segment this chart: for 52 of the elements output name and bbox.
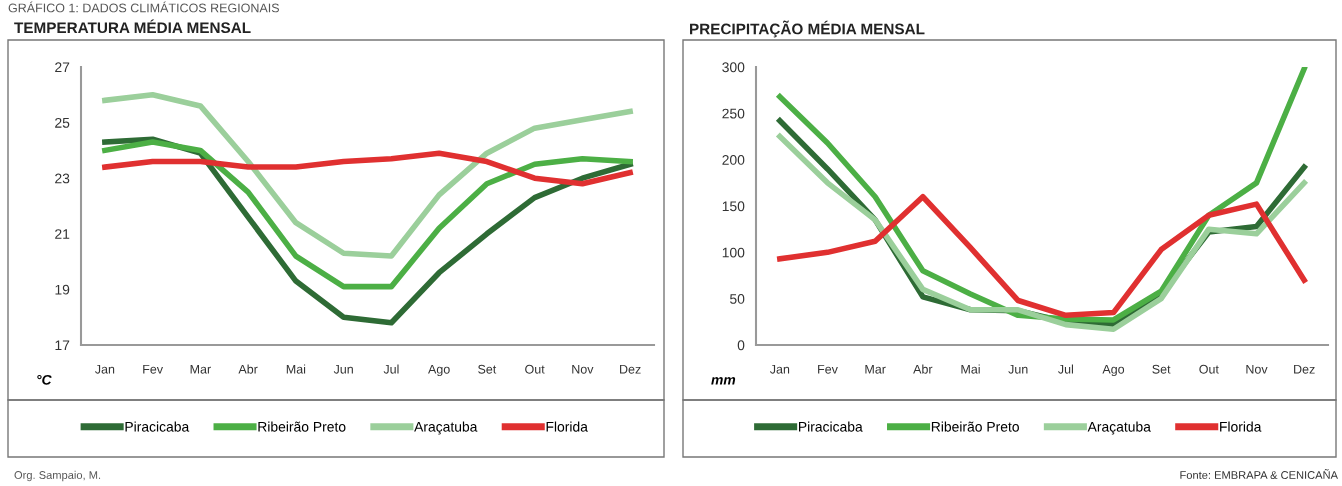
x-tick-label: Mar bbox=[865, 364, 886, 374]
legend-label: Piracicaba bbox=[799, 421, 863, 432]
text: Org. Sampaio, M. bbox=[14, 470, 101, 482]
x-tick-label: Jul bbox=[383, 364, 399, 374]
x-tick-label: Jan bbox=[94, 364, 115, 374]
x-tick-label: Mai bbox=[286, 364, 306, 374]
legend-label: Piracicaba bbox=[125, 421, 190, 432]
x-tick-label: Set bbox=[478, 364, 497, 374]
y-tick-label: 21 bbox=[55, 229, 70, 239]
x-tick-label: Jun bbox=[333, 364, 353, 374]
x-tick-label: Out bbox=[1199, 364, 1219, 374]
chart-title: TEMPERATURA MÉDIA MENSAL bbox=[14, 19, 251, 34]
x-tick-label: Dez bbox=[620, 364, 641, 374]
x-tick-label: Mai bbox=[961, 364, 980, 374]
x-tick-label: Dez bbox=[1294, 364, 1315, 374]
y-tick-label: 100 bbox=[722, 247, 745, 258]
x-tick-label: Abr bbox=[238, 364, 258, 374]
y-tick-label: 0 bbox=[737, 340, 745, 351]
y-tick-label: 17 bbox=[55, 340, 70, 351]
legend-label: Florida bbox=[1220, 421, 1262, 432]
legend-label: Florida bbox=[546, 421, 588, 432]
x-tick-label: Jul bbox=[1058, 364, 1073, 374]
source-note: Fonte: EMBRAPA & CENICAÑA bbox=[1180, 469, 1338, 479]
text: GRÁFICO 1: DADOS CLIMÁTICOS REGIONAIS bbox=[8, 1, 279, 13]
x-tick-label: Fev bbox=[143, 364, 163, 374]
y-tick-label: 23 bbox=[55, 173, 70, 184]
y-tick-label: 50 bbox=[730, 294, 745, 304]
x-tick-label: Mar bbox=[190, 364, 211, 374]
x-tick-label: Nov bbox=[1246, 364, 1268, 374]
y-tick-label: 300 bbox=[722, 62, 745, 73]
y-tick-label: 27 bbox=[55, 62, 70, 73]
x-tick-label: Fev bbox=[818, 364, 838, 374]
y-axis-title: mm bbox=[711, 377, 736, 385]
legend-label: Ribeirão Preto bbox=[931, 421, 1019, 432]
legend-label: Ribeirão Preto bbox=[258, 421, 346, 432]
x-tick-label: Out bbox=[525, 364, 545, 374]
x-tick-label: Jun bbox=[1008, 364, 1028, 374]
chart-title: PRECIPITAÇÃO MÉDIA MENSAL bbox=[690, 20, 925, 38]
legend-label: Araçatuba bbox=[414, 421, 478, 435]
x-tick-label: Set bbox=[1152, 364, 1171, 374]
x-tick-label: Jan bbox=[769, 364, 790, 374]
y-tick-label: 200 bbox=[722, 155, 745, 165]
y-tick-label: 250 bbox=[722, 108, 745, 119]
x-tick-label: Nov bbox=[572, 364, 594, 374]
x-tick-label: Abr bbox=[913, 364, 933, 374]
legend-label: Araçatuba bbox=[1087, 421, 1151, 435]
x-tick-label: Ago bbox=[428, 364, 450, 377]
y-tick-label: 150 bbox=[722, 201, 745, 212]
y-tick-label: 19 bbox=[55, 284, 70, 295]
y-tick-label: 25 bbox=[55, 117, 70, 128]
y-axis-title: °C bbox=[37, 374, 52, 385]
x-tick-label: Ago bbox=[1102, 364, 1125, 377]
